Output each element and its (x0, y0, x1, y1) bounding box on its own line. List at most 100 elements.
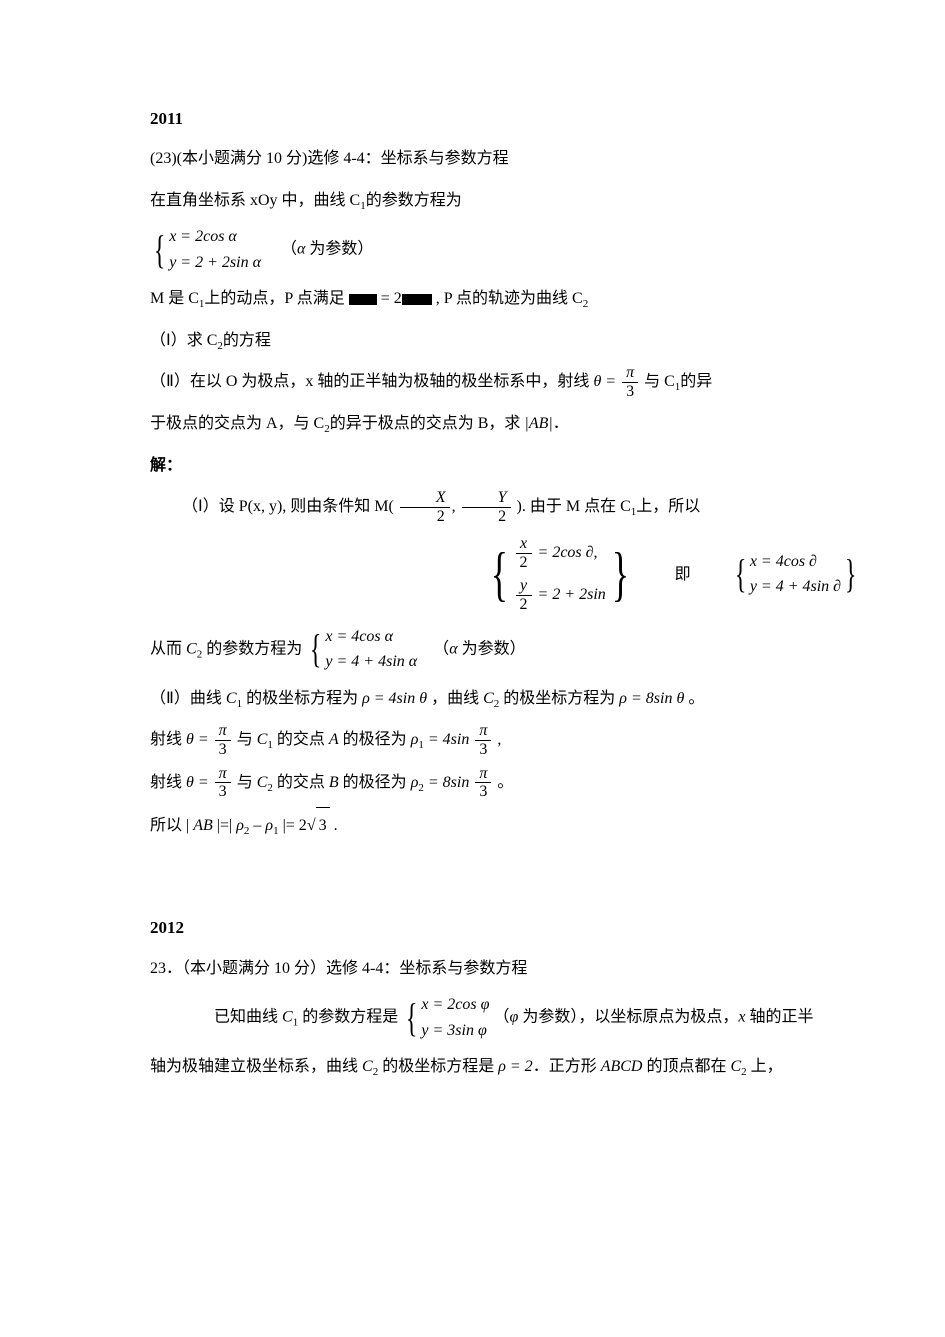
left-brace-icon: { (154, 232, 166, 268)
brace-body: x = 2cos α y = 2 + 2sin α (169, 224, 261, 275)
text: ，曲线 (427, 690, 483, 707)
text: 的方程 (223, 332, 271, 349)
text: 射线 (150, 774, 186, 791)
text: 射线 (150, 731, 186, 748)
fraction: π3 (475, 765, 491, 801)
p2011-sol1-c2: 从而 C2 的参数方程为 { x = 4cos α y = 4 + 4sin α… (150, 624, 945, 675)
left-brace-icon: { (734, 556, 746, 592)
c2: C (257, 774, 268, 791)
redacted-block (402, 294, 432, 305)
eq: = 4sin (424, 731, 473, 748)
text: 于极点的交点为 A，与 C (150, 415, 324, 432)
p2012-line2: 轴为极轴建立极坐标系，曲线 C2 的极坐标方程是 ρ = 2．正方形 ABCD … (150, 1049, 945, 1084)
point-a: A (329, 731, 339, 748)
text: 。 (493, 774, 513, 791)
brace-system: { x = 2cos α y = 2 + 2sin α (150, 224, 261, 275)
implies-label: 即 (675, 557, 691, 592)
left-brace-icon: { (406, 1000, 418, 1036)
eq-row: y2 = 2 + 2sin (514, 577, 606, 613)
rho-eq: ρ = 2 (498, 1058, 532, 1075)
c2: C (186, 640, 197, 657)
minus: – (249, 817, 265, 834)
year-2012: 2012 (150, 909, 945, 946)
denominator: 3 (215, 741, 231, 759)
text: 的参数方程为 (202, 640, 306, 657)
text: . (330, 817, 338, 834)
header-2012: 23．（本小题满分 10 分）选修 4-4：坐标系与参数方程 (150, 951, 945, 986)
denominator: 3 (622, 383, 638, 401)
numerator: π (475, 722, 491, 741)
text: 的极径为 (339, 774, 411, 791)
text: 的参数方程为 (366, 192, 462, 209)
denominator: 2 (462, 508, 511, 526)
c1: C (282, 1008, 293, 1025)
text: 与 (233, 774, 257, 791)
fraction: Y2 (462, 489, 511, 525)
p2011-c1-eq: { x = 2cos α y = 2 + 2sin α （α 为参数） (150, 224, 945, 275)
fraction: π3 (215, 765, 231, 801)
numerator: Y (462, 489, 511, 508)
p2011-sol1: （Ⅰ）设 P(x, y), 则由条件知 M( X2, Y2 ). 由于 M 点在… (150, 489, 945, 525)
text: （Ⅱ）在以 O 为极点，x 轴的正半轴为极轴的极坐标系中，射线 (150, 373, 593, 390)
text: （Ⅰ）求 C (150, 332, 217, 349)
denominator: 2 (516, 554, 532, 572)
text: 轴为极轴建立极坐标系，曲线 (150, 1058, 362, 1075)
brace-system: { x = 4cos α y = 4 + 4sin α (306, 624, 417, 675)
theta-eq: θ = (186, 731, 213, 748)
theta-eq: θ = (593, 373, 616, 390)
text: 为参数） (305, 240, 373, 257)
text: 的异于极点的交点为 B，求 (330, 415, 525, 432)
rhs: = 2cos ∂, (534, 544, 598, 561)
numerator: π (215, 722, 231, 741)
rho: ρ (236, 817, 244, 834)
brace-system: { x = 2cos φ y = 3sin φ (402, 992, 489, 1043)
text: 与 (233, 731, 257, 748)
ab: AB (193, 817, 213, 834)
brace-body: x2 = 2cos ∂, y2 = 2 + 2sin (514, 535, 606, 613)
sub: 2 (583, 298, 589, 310)
fraction: x2 (516, 535, 532, 571)
eq-row: y = 2 + 2sin α (169, 250, 261, 276)
sqrt: √3 (307, 807, 330, 843)
text: 上的动点，P 点满足 (204, 290, 348, 307)
text: 在直角坐标系 xOy 中，曲线 C (150, 192, 360, 209)
eq-row: x = 2cos α (169, 224, 261, 250)
text: 。 (684, 690, 704, 707)
text: ．正方形 (533, 1058, 601, 1075)
text: ． (553, 415, 569, 432)
denominator: 2 (516, 596, 532, 614)
redacted-block (349, 294, 377, 305)
denominator: 3 (475, 783, 491, 801)
text: 的交点 (273, 731, 329, 748)
eq-row: x = 2cos φ (421, 992, 489, 1018)
text: 的极径为 (339, 731, 411, 748)
rho: ρ (265, 817, 273, 834)
eq-row: x = 4cos ∂ (750, 549, 841, 575)
point-b: B (329, 774, 339, 791)
text: 上，所以 (636, 498, 700, 515)
denominator: 3 (475, 741, 491, 759)
solution-label: 解： (150, 448, 945, 483)
text: 的极坐标方程为 (242, 690, 362, 707)
text: 从而 (150, 640, 186, 657)
rho-eq: ρ = 8sin θ (619, 690, 684, 707)
text: 所以 | (150, 817, 193, 834)
text: 的顶点都在 (642, 1058, 730, 1075)
eq-row: y = 3sin φ (421, 1018, 489, 1044)
text: |=| (213, 817, 236, 834)
numerator: π (215, 765, 231, 784)
brace-system-right: { x = 4cos ∂ y = 4 + 4sin ∂ } (731, 549, 861, 600)
text: , (452, 498, 460, 515)
text: , P 点的轨迹为曲线 C (432, 290, 583, 307)
numerator: π (475, 765, 491, 784)
text: 的交点 (273, 774, 329, 791)
text: 为参数） (458, 640, 526, 657)
fraction: y2 (516, 577, 532, 613)
text: , (493, 731, 501, 748)
numerator: y (516, 577, 532, 596)
eq-row: y = 4 + 4sin α (325, 649, 417, 675)
header-2011: (23)(本小题满分 10 分)选修 4-4：坐标系与参数方程 (150, 141, 945, 176)
c2: C (731, 1058, 742, 1075)
eq-row: x2 = 2cos ∂, (514, 535, 606, 571)
alpha: α (449, 640, 457, 657)
